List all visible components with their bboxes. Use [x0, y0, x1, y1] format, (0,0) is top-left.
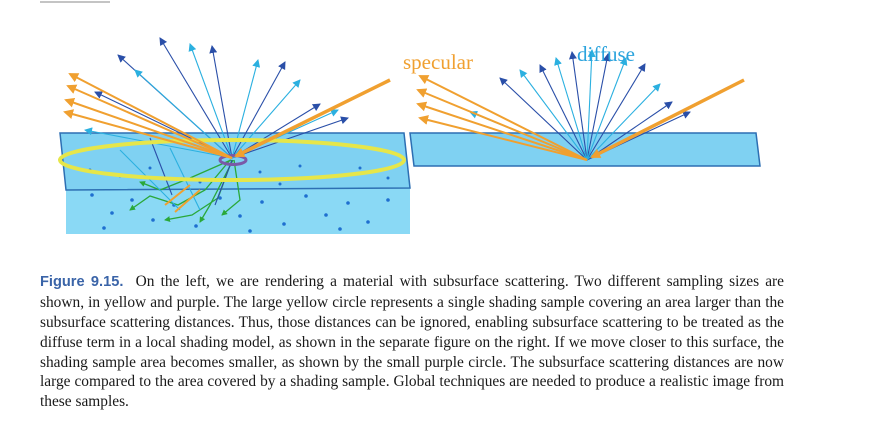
shading-circle-large [58, 138, 406, 182]
figure-caption: Figure 9.15. On the left, we are renderi… [40, 272, 784, 412]
diffuse-label: diffuse [577, 42, 635, 66]
specular-rays-right [416, 75, 588, 161]
material-body [66, 188, 410, 234]
subsurface-figure [58, 37, 411, 234]
figure-caption-label: Figure 9.15. [40, 274, 124, 291]
figure-illustration: specular diffuse [40, 1, 761, 234]
specular-rays-left [63, 73, 233, 213]
shading-circle-small [218, 154, 248, 166]
specular-label: specular [403, 50, 473, 74]
incident-ray-left [234, 78, 391, 158]
diffuse-figure: specular diffuse [403, 42, 761, 167]
figure-caption-text: On the left, we are rendering a material… [40, 273, 784, 411]
incident-ray-right [590, 78, 745, 159]
diffuse-rays-left-light [84, 43, 339, 211]
